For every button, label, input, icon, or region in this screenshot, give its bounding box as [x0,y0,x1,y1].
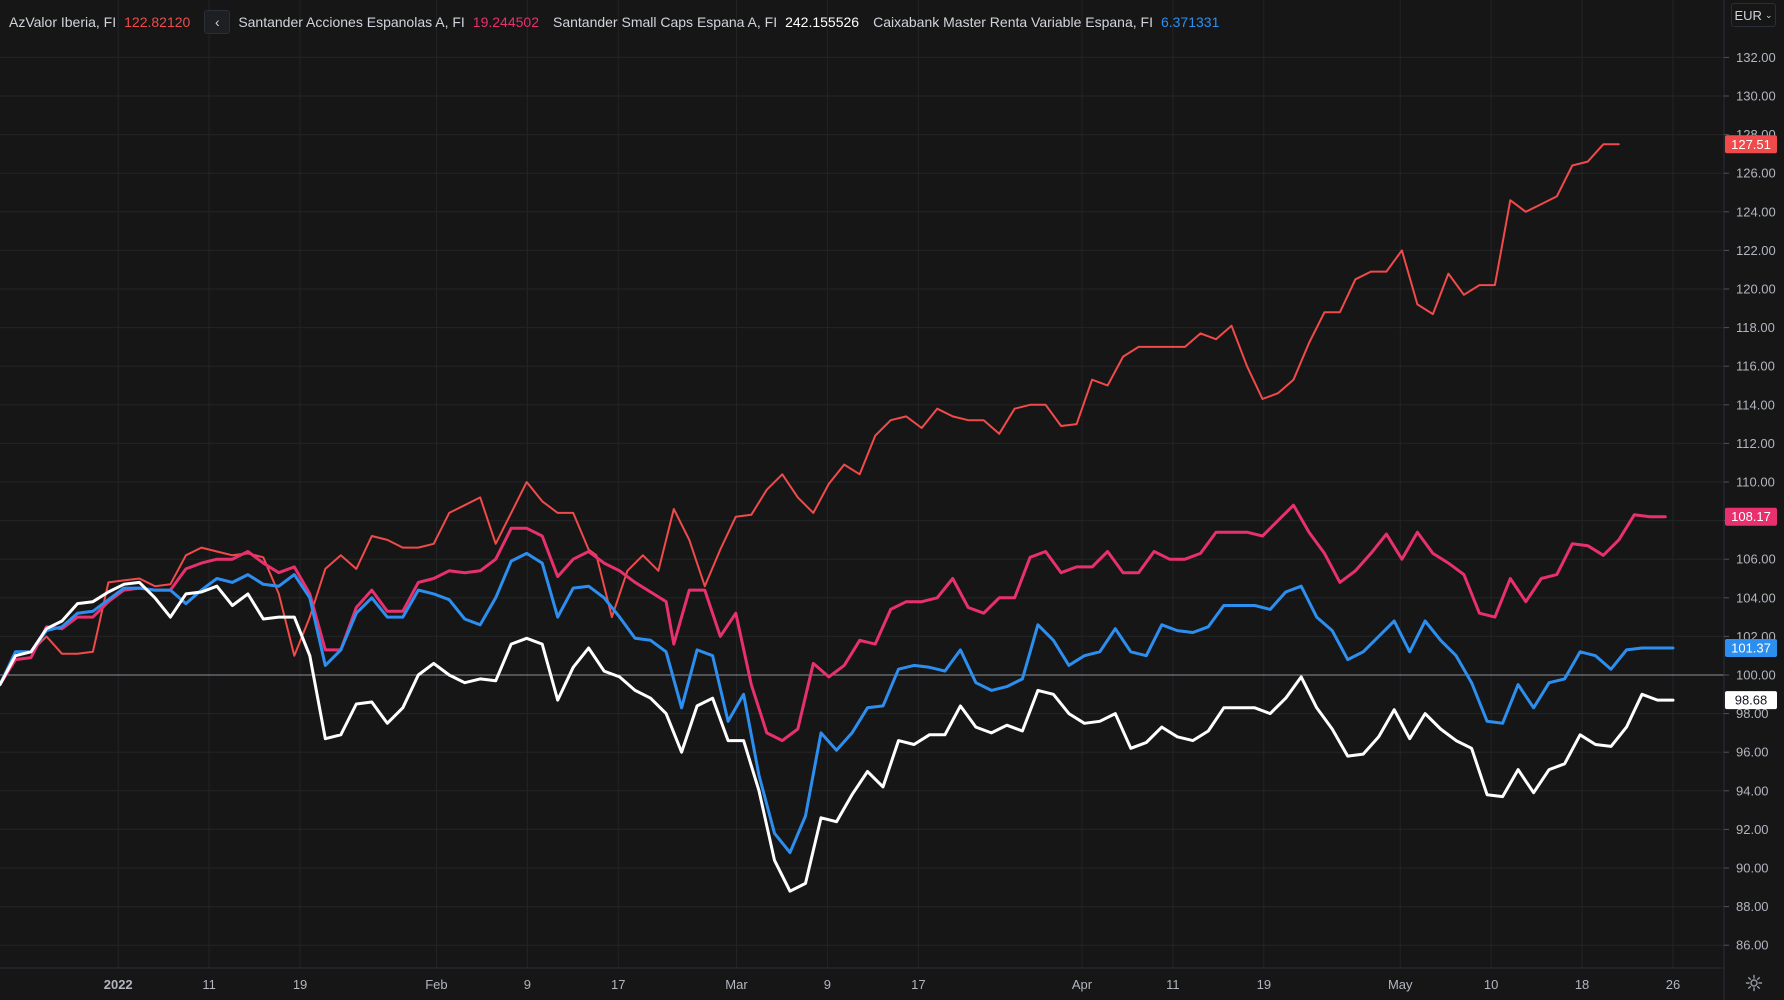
series-line-2[interactable] [0,551,1675,855]
collapse-legend-button[interactable]: ‹ [204,10,231,34]
time-axis-label: Feb [425,977,447,992]
price-axis-label: 92.00 [1736,822,1769,837]
currency-selector[interactable]: EUR ⌄ [1731,3,1776,27]
last-price-label-text: 98.68 [1735,693,1768,708]
legend-series-name: Caixabank Master Renta Variable Espana, … [873,14,1153,30]
price-axis-label: 86.00 [1736,938,1769,953]
time-axis-label: 18 [1575,977,1589,992]
price-axis-label: 98.00 [1736,706,1769,721]
gear-icon [1745,974,1763,992]
price-axis-label: 96.00 [1736,745,1769,760]
price-axis-label: 124.00 [1736,204,1776,219]
legend-series-value: 242.155526 [785,14,860,30]
last-price-label-bg [1725,638,1777,657]
last-price-label: 127.51 [1725,135,1777,154]
price-axis-label: 104.00 [1736,590,1776,605]
last-price-label-text: 127.51 [1731,137,1771,152]
time-axis-label: Mar [725,977,748,992]
grid-lines [0,0,1724,968]
time-axis-label: 10 [1484,977,1498,992]
legend-series-value: 6.371331 [1160,14,1220,30]
price-axis-label: 116.00 [1736,359,1775,374]
time-axis[interactable]: 2022 11 19 Feb 9 17 Mar 9 17 Apr 11 19 May 10 18 26 [0,967,1724,992]
last-price-label-bg [1725,691,1777,710]
currency-label: EUR [1734,7,1762,23]
time-axis-label: 17 [611,977,625,992]
time-axis-label: 9 [824,977,831,992]
legend-item-santander-small-caps[interactable]: Santander Small Caps Espana A, FI 242.15… [553,14,873,30]
last-price-label-bg [1725,507,1777,526]
price-axis-label: 114.00 [1736,397,1775,412]
legend-series-value: 122.82120 [124,14,191,30]
price-axis-label: 120.00 [1736,282,1776,297]
price-axis-label: 112.00 [1736,436,1775,451]
price-axis-label: 122.00 [1736,243,1776,258]
price-axis-label: 118.00 [1736,320,1775,335]
last-price-label-text: 108.17 [1731,509,1771,524]
series-line-0[interactable] [0,143,1620,686]
legend-item-caixabank[interactable]: Caixabank Master Renta Variable Espana, … [873,14,1233,30]
price-axis-label: 100.00 [1736,668,1776,683]
time-axis-label: May [1388,977,1413,992]
series-lines [0,143,1675,893]
legend-series-value: 19.244502 [472,14,539,30]
time-axis-label: 9 [524,977,531,992]
price-axis-label: 88.00 [1736,899,1769,914]
time-axis-label: 2022 [104,977,133,992]
last-price-labels: 127.51 108.17 101.37 98.68 [1725,135,1777,710]
time-axis-label: 11 [1166,977,1180,992]
time-axis-label: Apr [1072,977,1093,992]
price-axis-label: 130.00 [1736,89,1776,104]
chevron-down-icon: ⌄ [1764,9,1773,20]
price-axis-label: 126.00 [1736,166,1776,181]
series-line-3[interactable] [0,580,1675,893]
last-price-label: 101.37 [1725,638,1777,657]
legend-series-name: AzValor Iberia, FI [9,14,117,30]
chevron-left-icon: ‹ [214,14,220,30]
price-axis-label: 110.00 [1736,475,1775,490]
price-axis-label: 132.00 [1736,50,1776,65]
last-price-label-bg [1725,135,1777,154]
last-price-label: 108.17 [1725,507,1777,526]
chart-settings-button[interactable] [1740,970,1768,996]
legend-item-azvalor[interactable]: AzValor Iberia, FI 122.82120 [9,14,204,30]
price-axis-label: 90.00 [1736,861,1769,876]
series-line-1[interactable] [0,503,1667,743]
legend-series-name: Santander Small Caps Espana A, FI [552,14,778,30]
time-axis-label: 11 [202,977,216,992]
time-axis-label: 26 [1666,977,1680,992]
time-axis-label: 17 [911,977,925,992]
time-axis-label: 19 [293,977,307,992]
price-axis-label: 106.00 [1736,552,1776,567]
legend-series-name: Santander Acciones Espanolas A, FI [238,14,465,30]
price-axis-label: 94.00 [1736,783,1769,798]
time-axis-label: 19 [1257,977,1271,992]
last-price-label-text: 101.37 [1731,640,1771,655]
legend-item-santander-acciones[interactable]: Santander Acciones Espanolas A, FI 19.24… [238,14,553,30]
last-price-label: 98.68 [1725,691,1777,710]
legend-bar: AzValor Iberia, FI 122.82120 ‹ Santander… [9,10,1233,34]
